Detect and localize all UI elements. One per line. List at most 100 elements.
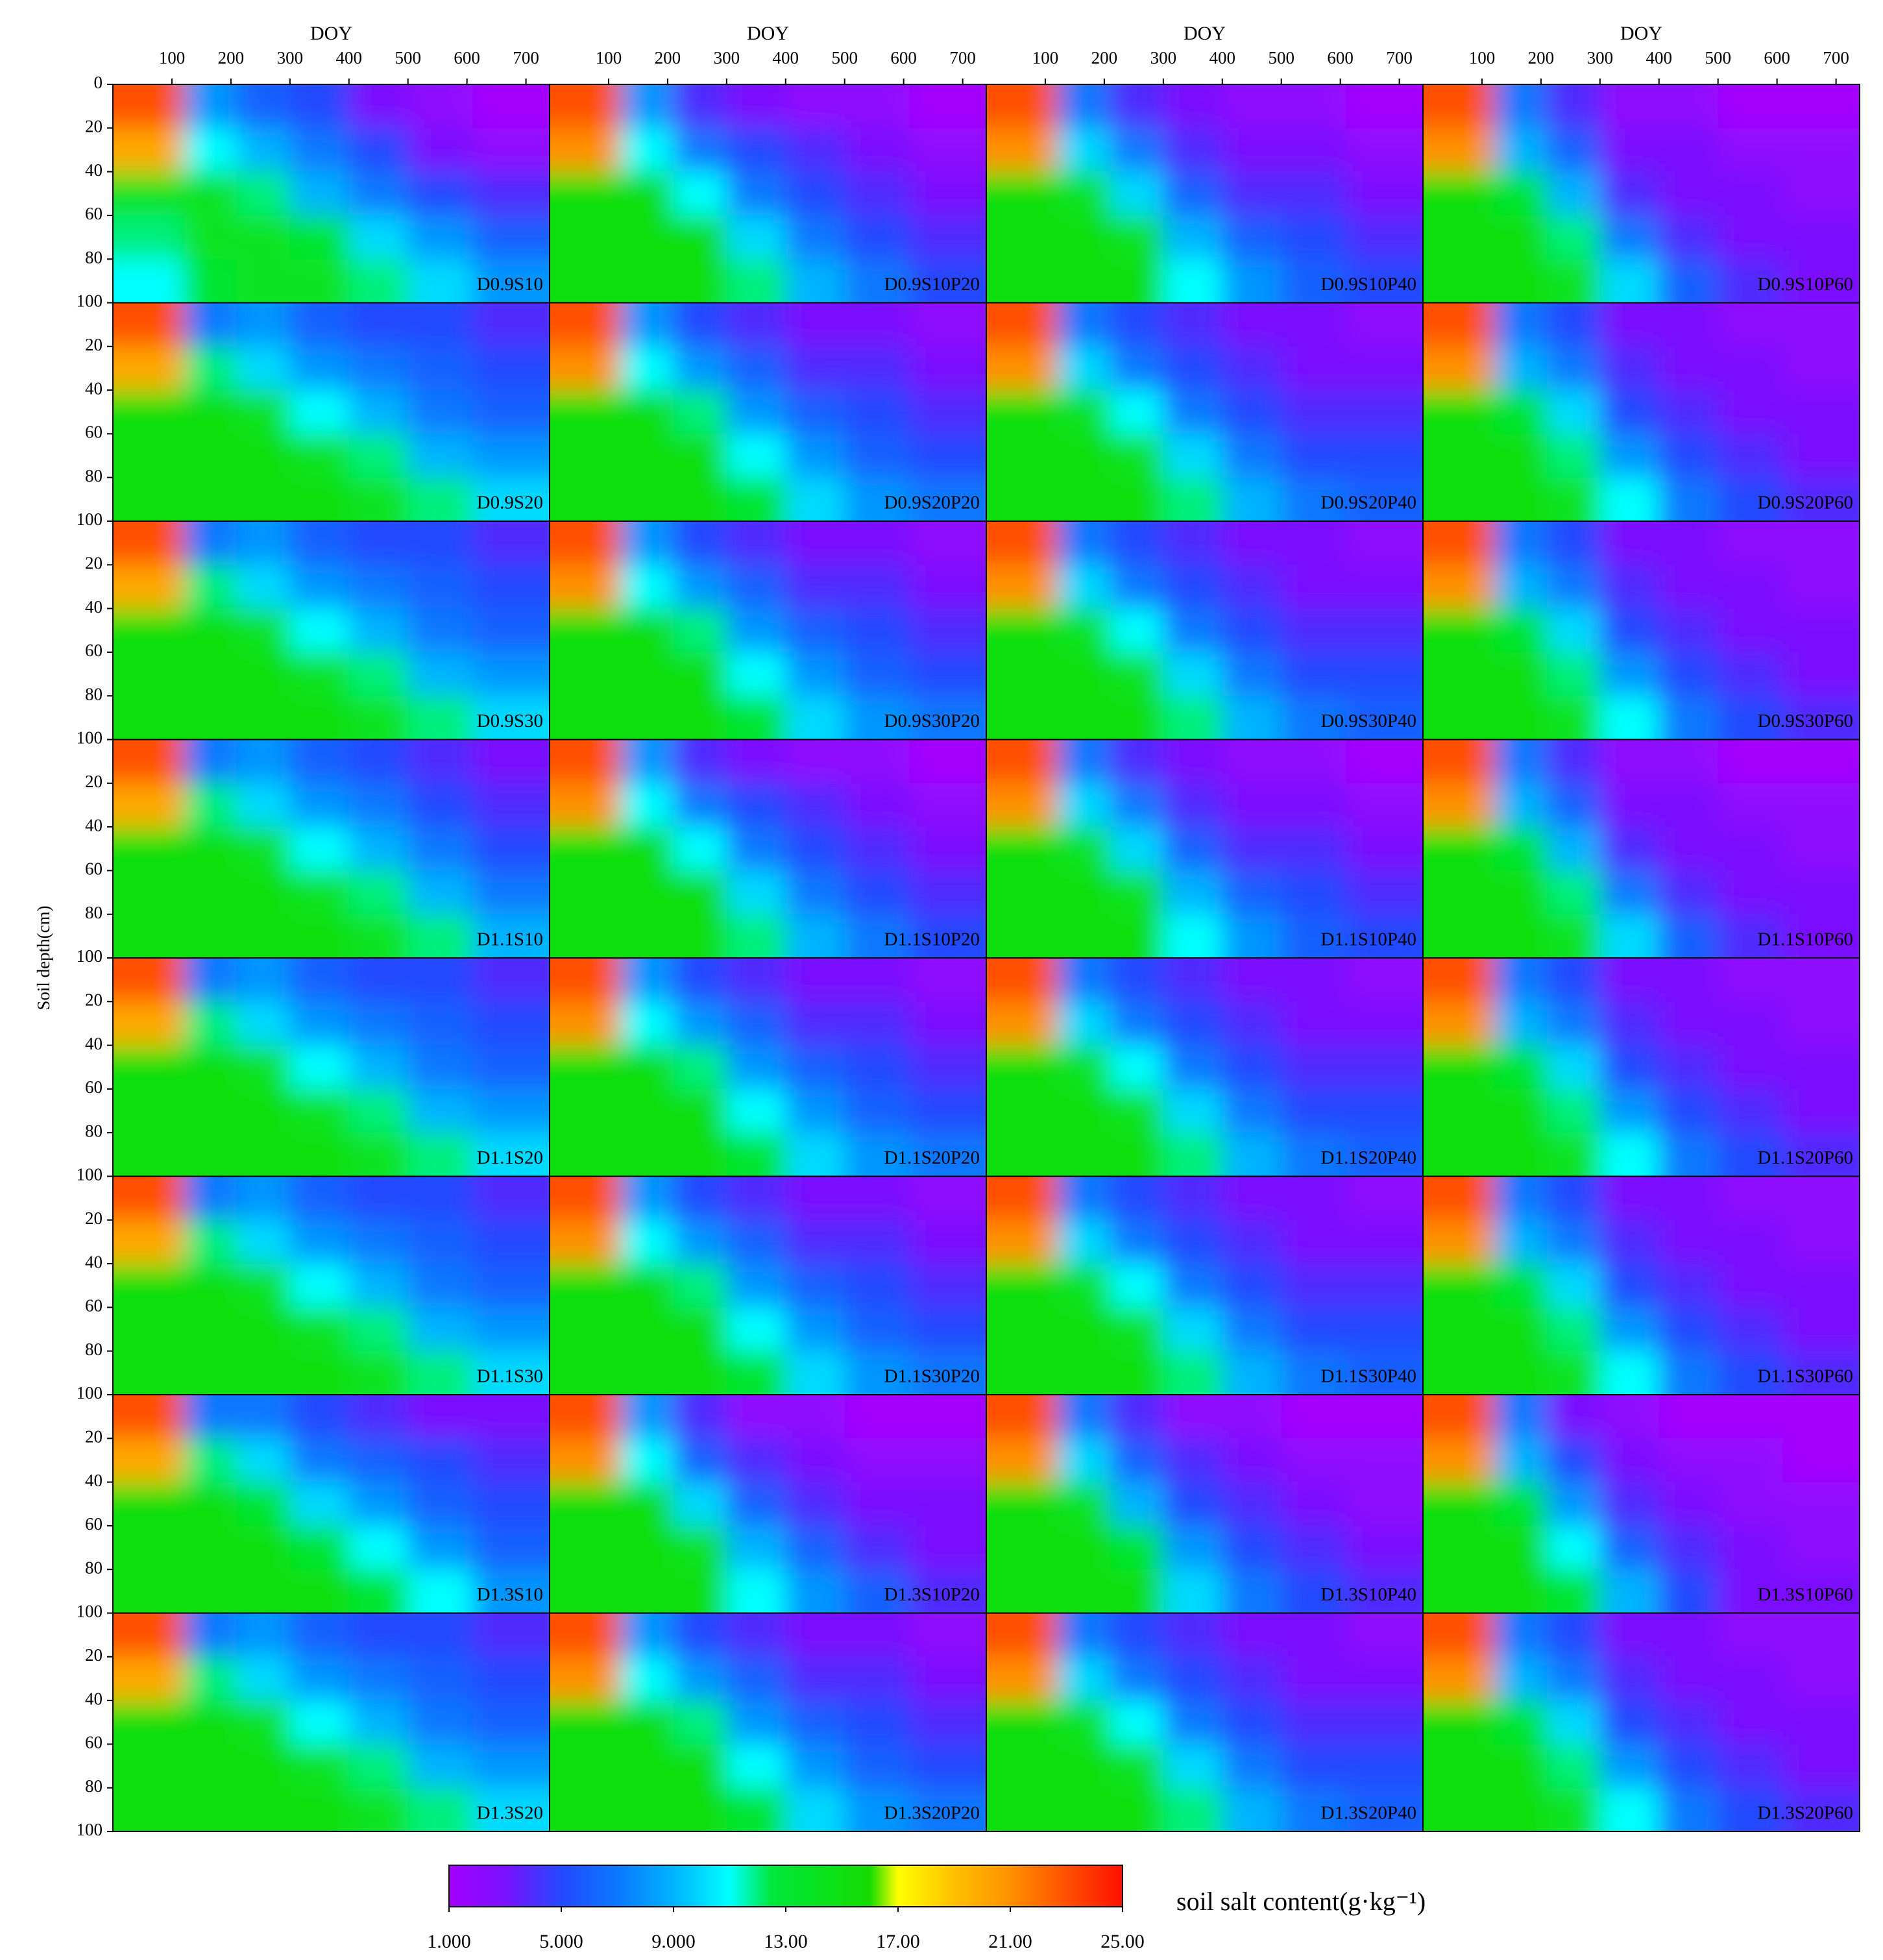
heatmap-cell	[844, 1569, 910, 1613]
heatmap-cell	[236, 1744, 291, 1789]
heatmap-cell	[620, 128, 674, 173]
heatmap-cell	[785, 390, 845, 434]
heatmap-cell	[1163, 565, 1223, 609]
heatmap-cell	[844, 1176, 910, 1221]
heatmap-cell	[986, 128, 1058, 173]
heatmap-cell	[1718, 1787, 1784, 1831]
heatmap-cell	[1599, 215, 1660, 260]
heatmap-cell	[1057, 1176, 1111, 1221]
heatmap-cell	[673, 434, 727, 478]
heatmap-cell	[113, 84, 184, 129]
heatmap-cell	[1599, 259, 1660, 303]
heatmap-cell	[289, 477, 350, 521]
y-tick-label: 20	[85, 772, 103, 791]
heatmap-cell	[348, 1351, 409, 1395]
heatmap-cell	[620, 1088, 674, 1133]
x-tick-label: 700	[949, 48, 976, 67]
heatmap-cell	[726, 1045, 786, 1090]
heatmap-cell	[1718, 783, 1784, 827]
heatmap-cell	[236, 914, 291, 958]
heatmap-cell	[348, 652, 409, 696]
heatmap-cell	[726, 1264, 786, 1308]
heatmap-cell	[673, 783, 727, 827]
heatmap-cell	[909, 914, 986, 958]
x-tick-label: 400	[1209, 48, 1236, 67]
heatmap-cell	[1057, 346, 1111, 391]
heatmap-cell	[1658, 390, 1719, 434]
heatmap-cell	[1110, 608, 1164, 653]
heatmap-panel	[1423, 84, 1860, 303]
heatmap-cell	[407, 1525, 474, 1570]
heatmap-cell	[1163, 739, 1223, 784]
heatmap-cell	[348, 958, 409, 1002]
heatmap-cell	[1599, 1744, 1660, 1789]
heatmap-cell	[1423, 302, 1494, 347]
heatmap-cells	[986, 958, 1423, 1177]
heatmap-cell	[1110, 652, 1164, 696]
heatmap-cell	[1057, 1656, 1111, 1701]
heatmap-cell	[236, 1656, 291, 1701]
heatmap-cell	[348, 390, 409, 434]
colorbar-tick-label: 21.00	[988, 1931, 1032, 1952]
heatmap-cell	[1782, 1744, 1860, 1789]
heatmap-cell	[620, 1307, 674, 1352]
heatmap-cell	[113, 1219, 184, 1264]
heatmap-cell	[1782, 608, 1860, 653]
heatmap-cell	[236, 477, 291, 521]
panel-label: D1.1S10P20	[884, 929, 980, 950]
heatmap-cell	[1163, 608, 1223, 653]
panel-label: D0.9S20	[477, 493, 543, 513]
heatmap-cell	[1718, 1176, 1784, 1221]
heatmap-cell	[1599, 1525, 1660, 1570]
heatmap-cell	[184, 696, 237, 740]
heatmap-cell	[1281, 1307, 1347, 1352]
heatmap-cell	[1423, 346, 1494, 391]
heatmap-cell	[844, 434, 910, 478]
heatmap-cell	[348, 302, 409, 347]
heatmap-cell	[1599, 128, 1660, 173]
heatmap-cell	[785, 1613, 845, 1658]
y-tick-label: 80	[85, 247, 103, 267]
heatmap-cells	[550, 302, 986, 521]
colorbar-tick-label: 9.000	[651, 1931, 696, 1952]
heatmap-cell	[184, 565, 237, 609]
heatmap-cell	[550, 652, 621, 696]
heatmap-panel	[1423, 302, 1860, 521]
heatmap-cell	[472, 1525, 550, 1570]
heatmap-cell	[1494, 783, 1548, 827]
heatmap-cell	[1057, 1045, 1111, 1090]
heatmap-panel	[1423, 521, 1860, 740]
panel-label: D0.9S10P20	[884, 274, 980, 295]
heatmap-cell	[113, 1176, 184, 1221]
heatmap-cell	[1346, 565, 1423, 609]
heatmap-cell	[1494, 1482, 1548, 1526]
heatmap-cell	[1110, 521, 1164, 565]
heatmap-cells	[550, 84, 986, 303]
heatmap-cell	[407, 302, 474, 347]
heatmap-cell	[726, 1569, 786, 1613]
heatmap-cell	[1346, 914, 1423, 958]
heatmap-cell	[184, 477, 237, 521]
heatmap-cell	[844, 1525, 910, 1570]
heatmap-cell	[1494, 1045, 1548, 1090]
heatmap-cell	[1782, 477, 1860, 521]
heatmap-cell	[844, 696, 910, 740]
y-tick-label: 60	[85, 204, 103, 223]
heatmap-cell	[785, 302, 845, 347]
y-tick-label: 60	[85, 859, 103, 879]
heatmap-cell	[1222, 1525, 1282, 1570]
heatmap-cell	[1163, 1045, 1223, 1090]
heatmap-cell	[726, 1307, 786, 1352]
heatmap-cell	[726, 1219, 786, 1264]
heatmap-cell	[673, 1133, 727, 1177]
heatmap-cell	[1718, 346, 1784, 391]
heatmap-cell	[1782, 739, 1860, 784]
heatmap-cell	[1494, 1395, 1548, 1439]
heatmap-cell	[1281, 1219, 1347, 1264]
heatmap-cell	[986, 1264, 1058, 1308]
heatmap-cell	[1423, 739, 1494, 784]
heatmap-cell	[1423, 1176, 1494, 1221]
heatmap-cell	[1110, 1656, 1164, 1701]
heatmap-cell	[620, 1525, 674, 1570]
heatmap-cell	[289, 215, 350, 260]
